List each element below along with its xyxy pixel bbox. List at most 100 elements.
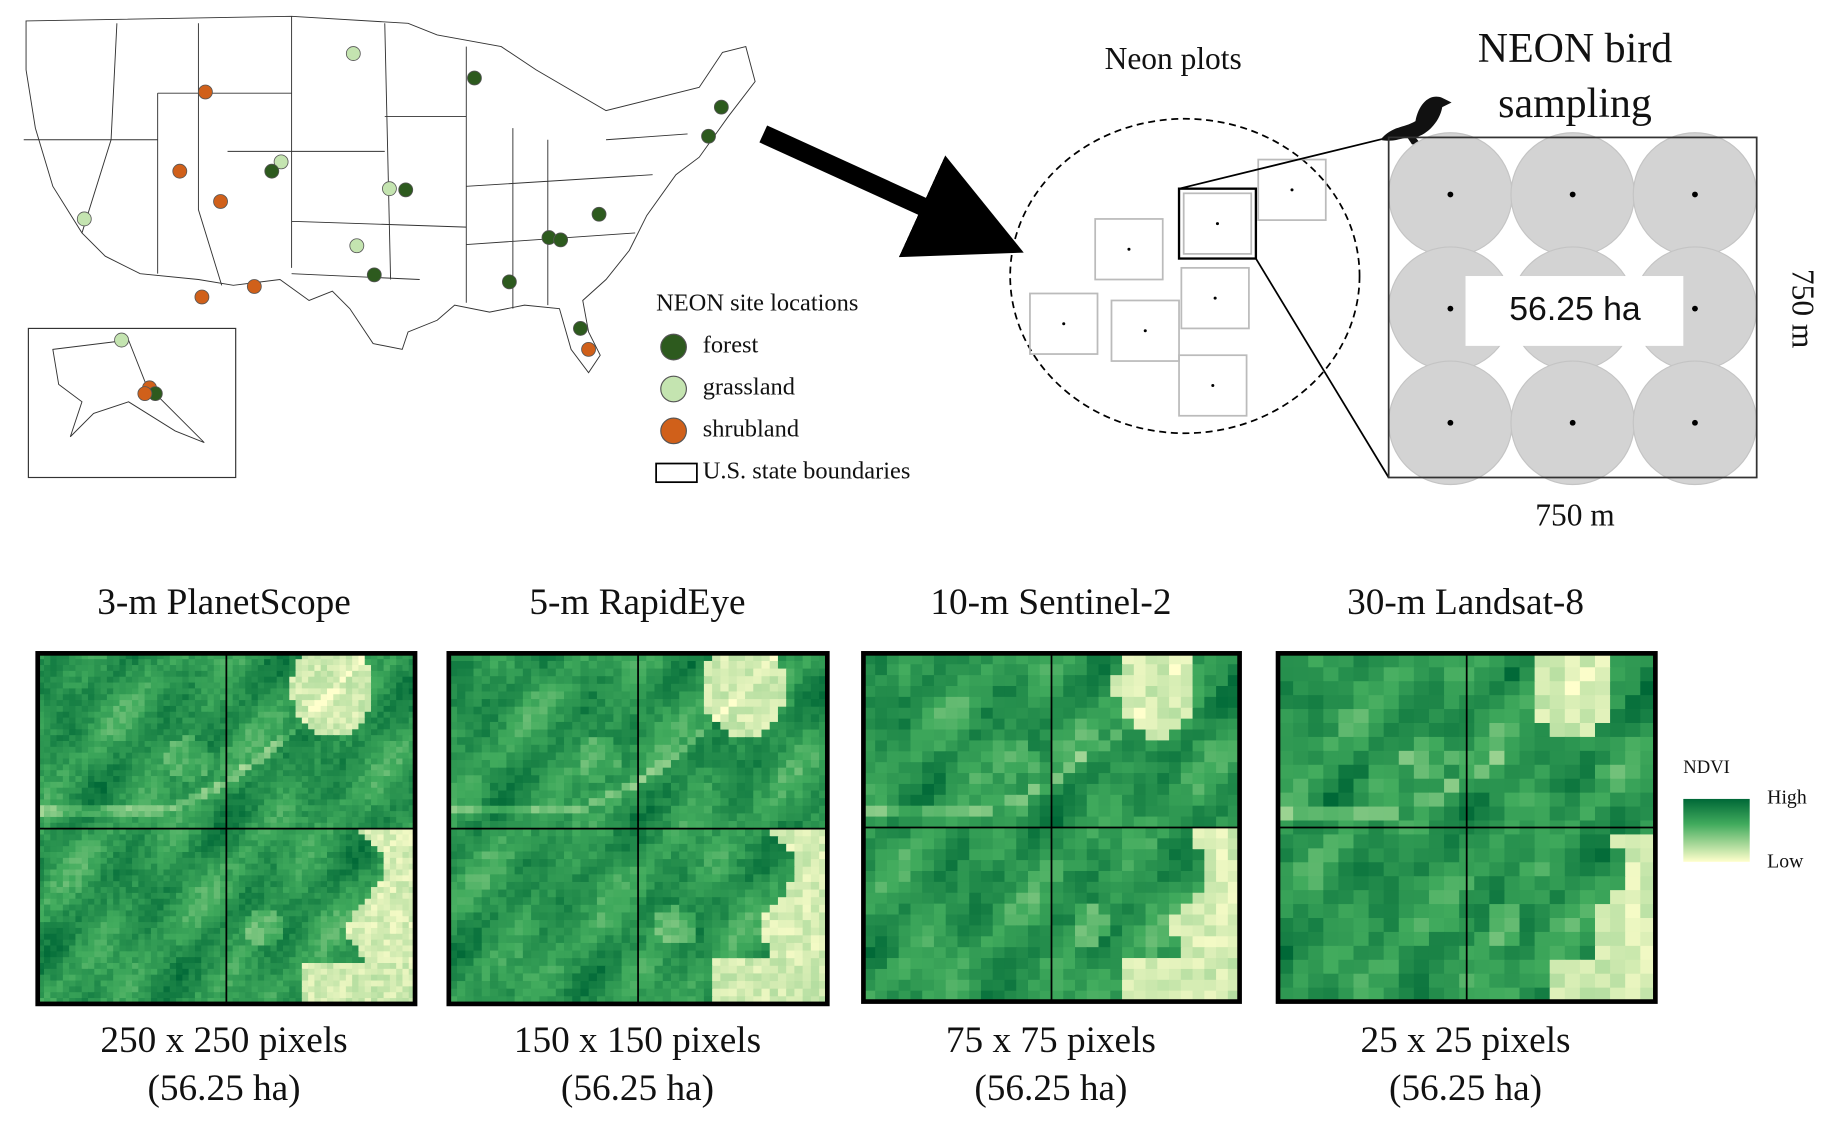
plots-circle <box>1010 119 1359 433</box>
raster-pixel <box>638 829 647 837</box>
raster-pixel <box>44 846 51 853</box>
raster-pixel <box>396 694 403 701</box>
raster-pixel <box>145 986 152 993</box>
raster-pixel <box>132 759 139 766</box>
raster-pixel <box>132 671 139 678</box>
raster-pixel <box>737 691 746 699</box>
raster-pixel <box>289 905 296 912</box>
raster-pixel <box>57 729 64 736</box>
raster-pixel <box>82 805 89 812</box>
raster-pixel <box>523 867 532 875</box>
raster-pixel <box>245 887 252 894</box>
raster-pixel <box>539 745 548 753</box>
raster-pixel <box>163 718 170 725</box>
raster-pixel <box>515 691 524 699</box>
raster-pixel <box>402 922 409 929</box>
raster-pixel <box>321 811 328 818</box>
raster-pixel <box>358 753 365 760</box>
raster-pixel <box>712 707 721 715</box>
raster-pixel <box>402 963 409 970</box>
raster-pixel <box>132 963 139 970</box>
raster-pixel <box>377 729 384 736</box>
raster-pixel <box>515 669 524 677</box>
raster-pixel <box>402 747 409 754</box>
raster-pixel <box>302 770 309 777</box>
raster-pixel <box>687 676 696 684</box>
raster-pixel <box>170 992 177 999</box>
raster-pixel <box>88 963 95 970</box>
raster-pixel <box>145 934 152 941</box>
raster-pixel <box>371 688 378 695</box>
raster-pixel <box>482 775 491 783</box>
raster-pixel <box>613 791 622 799</box>
raster-pixel <box>346 706 353 713</box>
raster-pixel <box>720 775 729 783</box>
raster-pixel <box>572 813 581 821</box>
raster-pixel <box>498 798 507 806</box>
raster-pixel <box>655 783 664 791</box>
raster-pixel <box>107 875 114 882</box>
raster-pixel <box>365 753 372 760</box>
raster-pixel <box>239 840 246 847</box>
raster-pixel <box>277 916 284 923</box>
raster-pixel <box>145 683 152 690</box>
raster-pixel <box>189 665 196 672</box>
raster-pixel <box>126 905 133 912</box>
raster-pixel <box>170 957 177 964</box>
raster-pixel <box>390 683 397 690</box>
raster-pixel <box>75 852 82 859</box>
raster-pixel <box>340 671 347 678</box>
raster-pixel <box>201 729 208 736</box>
raster-pixel <box>82 905 89 912</box>
raster-pixel <box>358 659 365 666</box>
raster-pixel <box>182 747 189 754</box>
raster-pixel <box>720 829 729 837</box>
raster-pixel <box>745 760 754 768</box>
raster-pixel <box>214 893 221 900</box>
raster-pixel <box>94 945 101 952</box>
raster-pixel <box>176 671 183 678</box>
raster-pixel <box>101 735 108 742</box>
raster-pixel <box>101 992 108 999</box>
raster-pixel <box>308 951 315 958</box>
raster-pixel <box>346 700 353 707</box>
raster-pixel <box>384 770 391 777</box>
raster-pixel <box>556 760 565 768</box>
raster-pixel <box>794 752 803 760</box>
raster-pixel <box>390 969 397 976</box>
raster-pixel <box>69 688 76 695</box>
raster-pixel <box>157 834 164 841</box>
raster-pixel <box>75 694 82 701</box>
raster-pixel <box>794 722 803 730</box>
raster-pixel <box>523 813 532 821</box>
raster-pixel <box>252 759 259 766</box>
raster-pixel <box>794 813 803 821</box>
raster-pixel <box>482 699 491 707</box>
raster-pixel <box>778 775 787 783</box>
raster-pixel <box>803 851 812 859</box>
raster-pixel <box>233 770 240 777</box>
raster-pixel <box>239 735 246 742</box>
raster-pixel <box>163 846 170 853</box>
raster-pixel <box>189 735 196 742</box>
raster-pixel <box>753 851 762 859</box>
raster-pixel <box>377 712 384 719</box>
raster-pixel <box>737 760 746 768</box>
raster-pixel <box>457 768 466 776</box>
raster-pixel <box>314 712 321 719</box>
raster-pixel <box>314 677 321 684</box>
raster-pixel <box>101 893 108 900</box>
raster-pixel <box>252 940 259 947</box>
raster-pixel <box>214 945 221 952</box>
raster-pixel <box>214 776 221 783</box>
raster-pixel <box>132 700 139 707</box>
raster-pixel <box>365 700 372 707</box>
raster-pixel <box>770 813 779 821</box>
raster-pixel <box>296 887 303 894</box>
raster-pixel <box>490 851 499 859</box>
raster-pixel <box>457 722 466 730</box>
raster-pixel <box>107 893 114 900</box>
raster-pixel <box>44 741 51 748</box>
raster-pixel <box>352 706 359 713</box>
raster-pixel <box>63 782 70 789</box>
